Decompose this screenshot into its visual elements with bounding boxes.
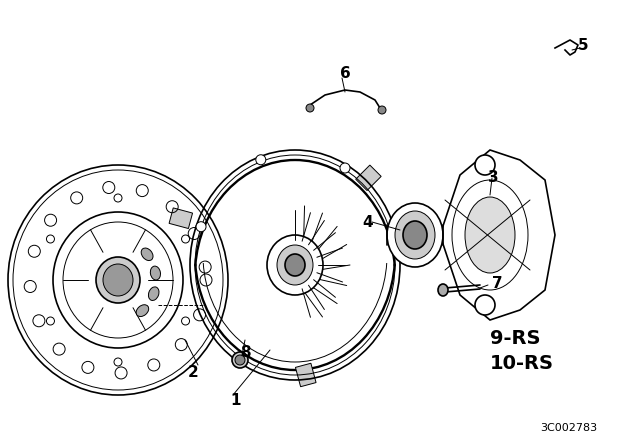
Ellipse shape (378, 106, 386, 114)
Text: 2: 2 (188, 365, 199, 379)
Ellipse shape (277, 245, 313, 285)
Ellipse shape (196, 222, 206, 232)
Polygon shape (440, 150, 555, 320)
Ellipse shape (267, 235, 323, 295)
Text: 6: 6 (340, 65, 351, 81)
Ellipse shape (232, 352, 248, 368)
Ellipse shape (141, 248, 153, 261)
Ellipse shape (256, 155, 266, 165)
Bar (169, 208, 193, 228)
Ellipse shape (403, 221, 427, 249)
Text: 4: 4 (362, 215, 372, 229)
Bar (296, 363, 316, 387)
Text: 5: 5 (578, 38, 589, 52)
Ellipse shape (96, 257, 140, 303)
Ellipse shape (475, 155, 495, 175)
Ellipse shape (465, 197, 515, 273)
Text: 8: 8 (240, 345, 251, 359)
Ellipse shape (103, 264, 133, 296)
Ellipse shape (387, 203, 443, 267)
Ellipse shape (395, 211, 435, 259)
Text: 3C002783: 3C002783 (540, 423, 597, 433)
Text: 1: 1 (230, 392, 241, 408)
Ellipse shape (235, 355, 245, 365)
Ellipse shape (306, 104, 314, 112)
Text: 9-RS: 9-RS (490, 328, 541, 348)
Bar (356, 165, 381, 190)
Text: 7: 7 (492, 276, 502, 290)
Ellipse shape (148, 287, 159, 301)
Ellipse shape (136, 305, 148, 317)
Ellipse shape (150, 266, 161, 280)
Ellipse shape (475, 295, 495, 315)
Ellipse shape (340, 163, 350, 173)
Text: 10-RS: 10-RS (490, 353, 554, 372)
Ellipse shape (285, 254, 305, 276)
Ellipse shape (438, 284, 448, 296)
Text: 3: 3 (488, 169, 499, 185)
